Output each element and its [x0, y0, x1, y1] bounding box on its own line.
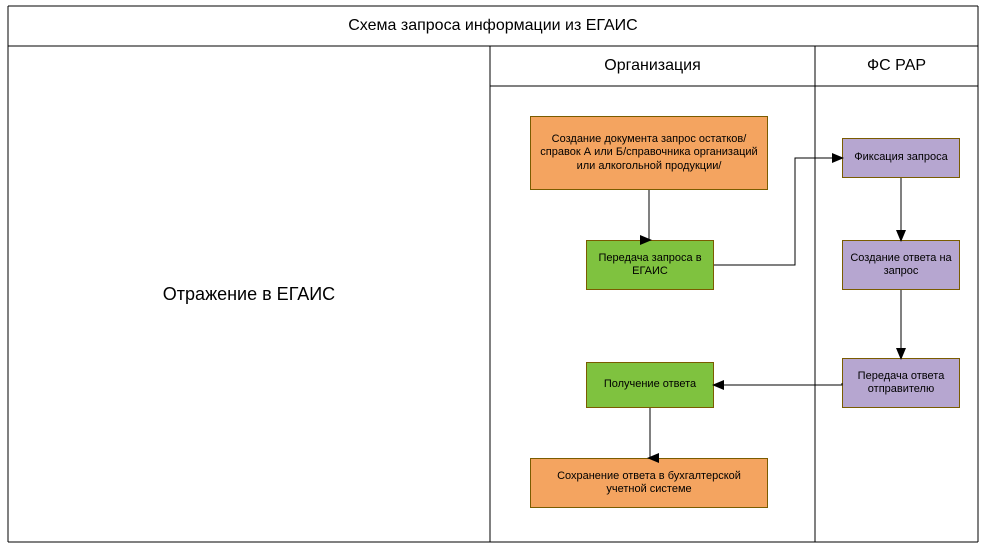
- node-send-request: Передача запроса в ЕГАИС: [586, 240, 714, 290]
- column-header-fsrar: ФС РАР: [815, 46, 978, 86]
- row-label: Отражение в ЕГАИС: [8, 46, 490, 542]
- column-header-organization: Организация: [490, 46, 815, 86]
- node-create-request-doc: Создание документа запрос остатков/ спра…: [530, 116, 768, 190]
- node-create-answer: Создание ответа на запрос: [842, 240, 960, 290]
- node-save-answer: Сохранение ответа в бухгалтерской учетно…: [530, 458, 768, 508]
- diagram-title: Схема запроса информации из ЕГАИС: [8, 6, 978, 46]
- diagram-canvas: Схема запроса информации из ЕГАИС Органи…: [0, 0, 985, 549]
- node-receive-answer: Получение ответа: [586, 362, 714, 408]
- node-send-answer: Передача ответа отправителю: [842, 358, 960, 408]
- node-fix-request: Фиксация запроса: [842, 138, 960, 178]
